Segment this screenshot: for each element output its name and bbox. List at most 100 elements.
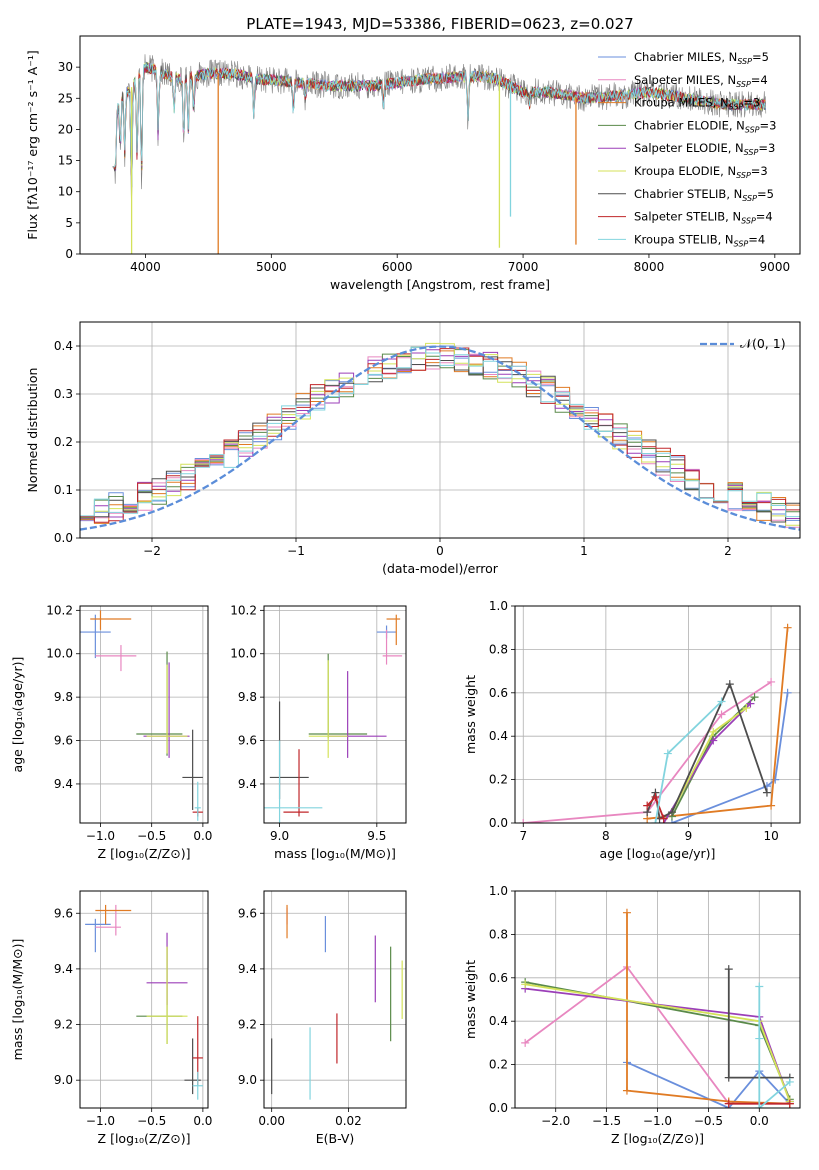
series-line bbox=[758, 986, 791, 1108]
figure-title: PLATE=1943, MJD=53386, FIBERID=0623, z=0… bbox=[246, 15, 633, 33]
y-tick-label: 30 bbox=[58, 60, 73, 74]
y-tick-label: 0.8 bbox=[489, 927, 508, 941]
axes-frame bbox=[79, 890, 209, 1109]
series-point bbox=[521, 1038, 530, 1047]
errorbar-chabrier-miles bbox=[80, 614, 111, 659]
y-tick-label: 9.8 bbox=[238, 690, 257, 704]
series-line bbox=[523, 681, 772, 823]
y-tick-label: 9.4 bbox=[238, 777, 257, 791]
y-tick-label: 9.6 bbox=[54, 734, 73, 748]
series-point bbox=[622, 1086, 631, 1095]
series-point bbox=[755, 982, 764, 991]
y-tick-label: 9.0 bbox=[54, 1073, 73, 1087]
histogram-kroupa-stelib bbox=[80, 346, 800, 518]
x-axis-label: Z [log₁₀(Z/Z⊙)] bbox=[98, 1131, 191, 1146]
y-tick-label: 0.2 bbox=[489, 1058, 508, 1072]
series-point bbox=[663, 749, 672, 758]
legend-label-kroupa-miles: Kroupa MILES, NSSP=3 bbox=[634, 96, 760, 112]
y-tick-label: 0.0 bbox=[489, 816, 508, 830]
y-tick-label: 15 bbox=[58, 154, 73, 168]
mass-vs-EBV-chart: 0.00 0.02 9.0 9.2 9.4 9.6 E(B-V) bbox=[238, 890, 407, 1146]
y-tick-label: 0.6 bbox=[489, 971, 508, 985]
x-tick-label: 9000 bbox=[760, 260, 791, 274]
series-point bbox=[755, 1104, 764, 1108]
series-point bbox=[785, 1077, 794, 1086]
y-axis-label: mass weight bbox=[463, 675, 478, 754]
x-tick-label: −0.5 bbox=[137, 1114, 166, 1128]
errorbar-salpeter-miles bbox=[382, 629, 403, 665]
y-tick-label: 9.4 bbox=[54, 777, 73, 791]
series-point bbox=[651, 819, 660, 823]
spectrum-kroupa-stelib-line bbox=[112, 61, 766, 188]
series-point bbox=[709, 727, 718, 736]
series-chabrier-stelib bbox=[724, 965, 794, 1082]
series-point bbox=[717, 710, 726, 719]
age-vs-mass-chart: 9.0 9.5 9.4 9.6 9.8 10.0 10.2 mass [log₁₀(M/M⊙)… bbox=[230, 603, 407, 861]
series-point bbox=[762, 788, 771, 797]
x-axis-label: mass [log₁₀(M/M⊙)] bbox=[274, 846, 396, 861]
mass-vs-Z-chart: −1.0 −0.5 0.0 9.0 9.2 9.4 9.6 Z [log₁₀(Z/Z⊙)] ma… bbox=[10, 890, 212, 1146]
axes-frame bbox=[514, 605, 801, 824]
x-tick-label: 9.5 bbox=[367, 829, 386, 843]
y-tick-label: 9.6 bbox=[238, 734, 257, 748]
series-point bbox=[643, 801, 652, 810]
y-axis-label: mass weight bbox=[463, 960, 478, 1039]
legend-label-chabrier-elodie: Chabrier ELODIE, NSSP=3 bbox=[634, 118, 776, 134]
series-point bbox=[725, 680, 734, 689]
series-line bbox=[671, 696, 756, 817]
series-point bbox=[659, 814, 668, 823]
y-tick-label: 0.1 bbox=[54, 483, 73, 497]
x-tick-label: 0.0 bbox=[750, 1114, 769, 1128]
series-line bbox=[646, 681, 768, 821]
y-tick-label: 0.0 bbox=[54, 531, 73, 545]
series-point bbox=[717, 697, 726, 706]
errorbar-salpeter-stelib bbox=[283, 749, 309, 817]
normal-curve bbox=[80, 345, 800, 531]
x-tick-label: 6000 bbox=[382, 260, 413, 274]
y-axis-label: mass [log₁₀(M/M⊙)] bbox=[10, 939, 25, 1061]
legend-label-salpeter-miles: Salpeter MILES, NSSP=4 bbox=[634, 73, 768, 89]
x-tick-label: −1.0 bbox=[86, 829, 115, 843]
errorbar-kroupa-miles bbox=[90, 610, 132, 630]
x-axis-label: (data-model)/error bbox=[382, 561, 499, 576]
y-tick-label: 0.4 bbox=[54, 339, 73, 353]
legend-label-salpeter-elodie: Salpeter ELODIE, NSSP=3 bbox=[634, 141, 775, 157]
x-tick-label: 4000 bbox=[130, 260, 161, 274]
x-tick-label: 2 bbox=[724, 544, 732, 558]
x-tick-label: 8 bbox=[602, 829, 610, 843]
legend-label-kroupa-stelib: Kroupa STELIB, NSSP=4 bbox=[634, 232, 765, 248]
legend-label-salpeter-stelib: Salpeter STELIB, NSSP=4 bbox=[634, 210, 773, 226]
series-kroupa-stelib bbox=[651, 697, 726, 823]
series-point bbox=[767, 677, 776, 686]
y-tick-label: 0.2 bbox=[54, 435, 73, 449]
y-tick-label: 9.2 bbox=[54, 1018, 73, 1032]
y-tick-label: 10.0 bbox=[46, 647, 73, 661]
errorbar-kroupa-elodie bbox=[146, 664, 188, 754]
series-point bbox=[724, 965, 733, 974]
y-tick-label: 9.4 bbox=[238, 962, 257, 976]
y-tick-label: 0 bbox=[65, 247, 73, 261]
y-tick-label: 0.6 bbox=[489, 686, 508, 700]
errorbar-salpeter-elodie bbox=[328, 671, 387, 758]
x-tick-label: 7000 bbox=[508, 260, 539, 274]
y-tick-label: 0.0 bbox=[489, 1101, 508, 1115]
panels: 4000 5000 6000 7000 8000 9000051015202530wave… bbox=[10, 35, 801, 1146]
errorbar-salpeter-miles bbox=[95, 645, 137, 672]
y-tick-label: 0.2 bbox=[489, 773, 508, 787]
y-tick-label: 10.2 bbox=[46, 603, 73, 617]
y-axis-label: Flux [fλ10⁻¹⁷ erg cm⁻² s⁻¹ A⁻¹] bbox=[25, 50, 40, 239]
x-tick-label: 9.0 bbox=[270, 829, 289, 843]
legend-label-chabrier-stelib: Chabrier STELIB, NSSP=5 bbox=[634, 187, 774, 203]
x-tick-label: −1 bbox=[287, 544, 305, 558]
axes-frame bbox=[79, 321, 801, 539]
series-point bbox=[519, 819, 528, 823]
x-tick-label: 9 bbox=[685, 829, 693, 843]
age-vs-Z-chart: −1.0 −0.5 0.0 9.4 9.6 9.8 10.0 10.2 Z [log₁₀(Z/Z… bbox=[10, 603, 212, 861]
x-tick-label: −1.0 bbox=[643, 1114, 672, 1128]
x-axis-label: age [log₁₀(age/yr)] bbox=[600, 846, 716, 861]
series-point bbox=[651, 792, 660, 801]
y-tick-label: 0.3 bbox=[54, 387, 73, 401]
x-tick-label: −0.5 bbox=[137, 829, 166, 843]
errorbar-chabrier-elodie bbox=[136, 946, 183, 1045]
series-point bbox=[785, 1099, 794, 1108]
